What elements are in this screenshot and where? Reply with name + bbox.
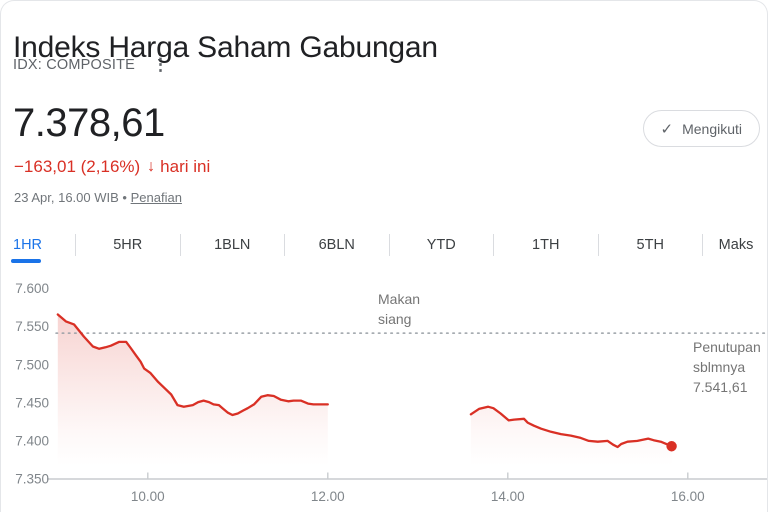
- area-fill-sesi-sore: [470, 406, 672, 479]
- tab-label: 6BLN: [318, 237, 355, 253]
- y-axis-label: 7.500: [15, 357, 49, 372]
- tab-label: 1BLN: [214, 237, 251, 253]
- price-change-period: hari ini: [160, 157, 211, 176]
- tab-label: 5HR: [113, 237, 143, 253]
- follow-button[interactable]: ✓ Mengikuti: [642, 110, 760, 147]
- intraday-price-chart[interactable]: 10.00 12.00 14.00 16.00 7.600 7.550 7.500 7.450…: [1, 271, 768, 512]
- quote-timestamp: 23 Apr, 16.00 WIB: [14, 190, 119, 205]
- x-axis-label: 12.00: [311, 489, 345, 504]
- price-change-row: −163,01 (2,16%) ↓ hari ini: [14, 157, 210, 177]
- x-axis-label: 10.00: [131, 489, 165, 504]
- current-price: 7.378,61: [13, 101, 165, 145]
- tab-label: 5TH: [636, 237, 664, 253]
- down-arrow-icon: ↓: [147, 158, 156, 175]
- check-icon: ✓: [660, 120, 674, 138]
- last-price-dot: [666, 441, 677, 452]
- tab-divider: [493, 234, 494, 256]
- tab-5hr[interactable]: 5HR: [76, 227, 180, 263]
- tab-1bln[interactable]: 1BLN: [181, 227, 285, 263]
- active-tab-underline: [11, 259, 41, 263]
- ticker-row: IDX: COMPOSITE ⋮: [13, 56, 171, 73]
- tab-divider: [388, 234, 390, 256]
- area-fill-sesi-pagi: [57, 314, 328, 479]
- chart-area: 10.00 12.00 14.00 16.00 7.600 7.550 7.500 7.450…: [1, 271, 768, 512]
- disclaimer-link[interactable]: Penafian: [130, 190, 182, 205]
- previous-close-label: Penutupan sblmnya 7.541,61: [693, 339, 761, 395]
- lunch-break-label: Makan siang: [378, 291, 421, 327]
- tab-divider: [179, 234, 181, 256]
- tab-divider: [284, 234, 285, 256]
- page-title: Indeks Harga Saham Gabungan: [13, 31, 438, 65]
- tab-5th[interactable]: 5TH: [599, 227, 703, 263]
- x-axis-label: 14.00: [491, 489, 525, 504]
- y-axis-label: 7.550: [15, 319, 49, 334]
- tab-1th[interactable]: 1TH: [494, 227, 598, 263]
- tab-label: Maks: [718, 237, 754, 253]
- price-line-sesi-pagi: [56, 313, 329, 417]
- y-axis-label: 7.350: [15, 472, 49, 487]
- dot-separator: •: [122, 190, 127, 205]
- ticker-symbol: IDX: COMPOSITE: [13, 56, 136, 73]
- tab-maks[interactable]: Maks: [703, 227, 767, 263]
- kebab-menu-icon[interactable]: ⋮: [152, 55, 170, 74]
- tab-label: YTD: [426, 237, 456, 253]
- tab-1hr[interactable]: 1HR: [1, 227, 75, 263]
- y-axis-label: 7.600: [15, 281, 49, 296]
- tab-ytd[interactable]: YTD: [390, 227, 494, 263]
- time-range-tab-bar: 1HR 5HR 1BLN 6BLN YTD 1TH 5TH Maks: [1, 227, 767, 263]
- tab-6bln[interactable]: 6BLN: [285, 227, 389, 263]
- tab-divider: [75, 234, 76, 256]
- price-change-value: −163,01 (2,16%): [14, 157, 141, 176]
- follow-button-label: Mengikuti: [682, 120, 742, 137]
- tab-divider: [702, 234, 703, 256]
- tab-divider: [597, 234, 599, 256]
- y-axis-label: 7.450: [15, 395, 49, 410]
- tab-label: 1HR: [13, 237, 43, 253]
- x-axis-label: 16.00: [671, 489, 705, 504]
- tab-label: 1TH: [532, 237, 560, 253]
- y-axis-label: 7.400: [15, 433, 49, 448]
- price-line-sesi-sore: [469, 405, 673, 449]
- quote-timestamp-row: 23 Apr, 16.00 WIB • Penafian: [14, 190, 182, 205]
